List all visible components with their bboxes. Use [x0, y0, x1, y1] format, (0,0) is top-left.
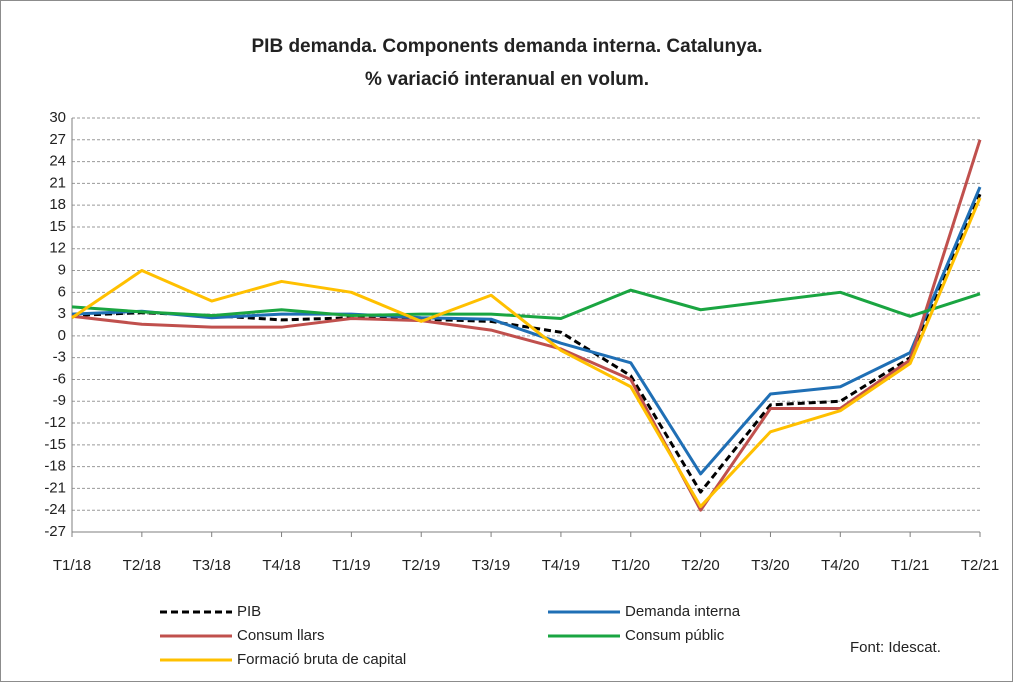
series-line [71, 186, 982, 476]
y-tick-label: -15 [44, 436, 66, 453]
x-tick-label: T4/20 [821, 557, 859, 574]
y-tick-label: -6 [53, 370, 66, 387]
y-tick-label: 24 [49, 153, 66, 170]
x-tick-label: T2/19 [402, 557, 440, 574]
x-tick-label: T1/21 [891, 557, 929, 574]
legend-label: Formació bruta de capital [237, 651, 406, 668]
y-tick-label: 12 [49, 240, 66, 257]
y-tick-label: 27 [49, 131, 66, 148]
series-line [71, 193, 982, 494]
chart-title: % variació interanual en volum. [365, 69, 649, 90]
x-tick-label: T3/19 [472, 557, 510, 574]
y-tick-label: 0 [58, 327, 66, 344]
y-tick-label: -27 [44, 523, 66, 540]
x-tick-label: T4/18 [262, 557, 300, 574]
y-tick-label: -9 [53, 392, 66, 409]
y-tick-label: 30 [49, 109, 66, 126]
x-tick-label: T2/18 [123, 557, 161, 574]
x-tick-label: T1/20 [612, 557, 650, 574]
x-tick-label: T1/18 [53, 557, 91, 574]
legend-label: Consum llars [237, 627, 325, 644]
y-tick-label: 18 [49, 196, 66, 213]
legend-label: PIB [237, 603, 261, 620]
x-tick-label: T2/20 [681, 557, 719, 574]
y-tick-label: 21 [49, 174, 66, 191]
x-tick-label: T3/18 [193, 557, 231, 574]
series-line [71, 197, 982, 509]
series-line [71, 288, 981, 320]
y-tick-label: -24 [44, 501, 66, 518]
legend-label: Consum públic [625, 627, 725, 644]
x-tick-label: T2/21 [961, 557, 999, 574]
x-tick-label: T1/19 [332, 557, 370, 574]
chart-title: PIB demanda. Components demanda interna.… [252, 36, 763, 57]
x-tick-label: T4/19 [542, 557, 580, 574]
x-tick-label: T3/20 [751, 557, 789, 574]
y-tick-label: 3 [58, 305, 66, 322]
y-tick-label: -3 [53, 349, 66, 366]
y-tick-label: 15 [49, 218, 66, 235]
y-tick-label: -21 [44, 479, 66, 496]
source-note: Font: Idescat. [850, 639, 941, 656]
y-tick-label: 6 [58, 283, 66, 300]
y-tick-label: -18 [44, 458, 66, 475]
y-tick-label: 9 [58, 261, 66, 278]
y-tick-label: -12 [44, 414, 66, 431]
legend-label: Demanda interna [625, 603, 741, 620]
series-line [71, 139, 982, 512]
